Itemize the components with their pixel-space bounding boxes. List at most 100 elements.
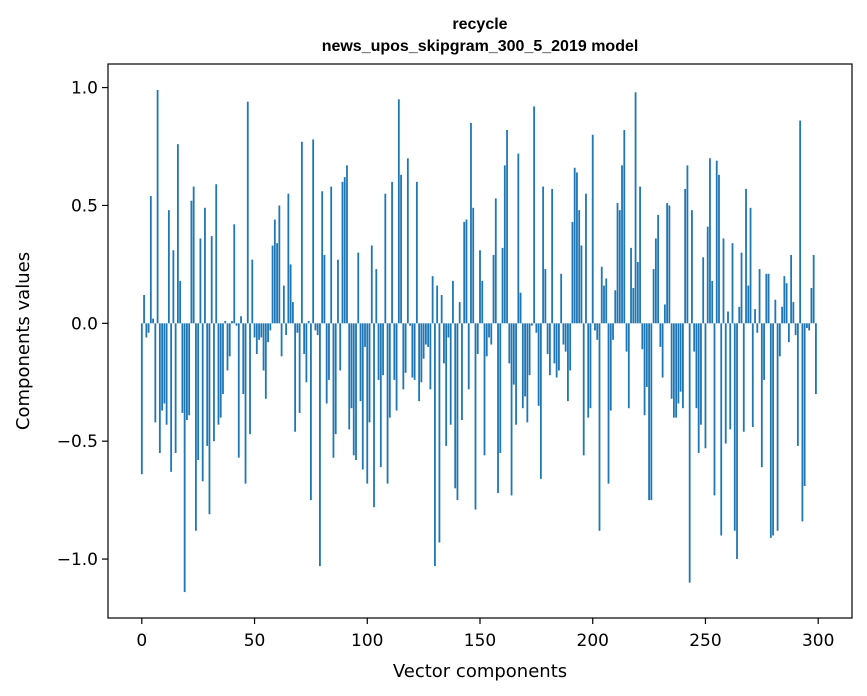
bar-197 — [585, 193, 587, 324]
bar-225 — [648, 323, 650, 501]
bar-182 — [551, 188, 554, 324]
bar-285 — [783, 276, 786, 324]
bar-103 — [373, 323, 375, 508]
bar-86 — [334, 323, 337, 435]
bar-53 — [260, 323, 263, 338]
bar-268 — [745, 188, 747, 324]
bar-115 — [400, 174, 402, 324]
bar-297 — [810, 287, 813, 324]
bar-56 — [267, 323, 269, 343]
bar-135 — [445, 323, 448, 446]
bar-245 — [693, 323, 696, 352]
bar-270 — [749, 207, 752, 324]
bar-102 — [370, 245, 373, 324]
bar-241 — [684, 188, 687, 324]
bar-212 — [618, 210, 621, 324]
bar-264 — [736, 323, 738, 560]
bar-274 — [758, 269, 761, 324]
bar-107 — [382, 323, 384, 376]
bar-35 — [219, 323, 222, 418]
bar-119 — [409, 323, 412, 326]
bar-165 — [512, 323, 515, 385]
bars-group — [140, 89, 817, 593]
bar-7 — [156, 89, 159, 324]
bar-89 — [341, 181, 344, 324]
bar-69 — [296, 323, 299, 333]
bar-18 — [181, 323, 184, 413]
bar-26 — [199, 238, 202, 324]
bar-93 — [350, 323, 353, 409]
bar-178 — [542, 186, 545, 324]
bar-250 — [704, 323, 707, 449]
bar-106 — [379, 323, 382, 468]
bar-49 — [251, 259, 254, 324]
y-tick-label: 1.0 — [71, 79, 98, 99]
x-tick-label: 100 — [351, 631, 383, 651]
bar-205 — [603, 285, 605, 324]
bar-57 — [269, 323, 272, 331]
bar-243 — [688, 323, 691, 583]
y-axis-label: Components values — [13, 252, 34, 430]
bar-52 — [258, 323, 260, 340]
bar-157 — [494, 198, 497, 324]
bar-72 — [303, 323, 306, 354]
bar-40 — [231, 320, 233, 324]
bar-98 — [361, 323, 364, 470]
bar-14 — [172, 250, 175, 324]
bar-16 — [176, 144, 179, 324]
bar-286 — [785, 283, 788, 324]
bar-32 — [213, 323, 215, 442]
bar-202 — [596, 323, 599, 340]
bar-120 — [411, 323, 414, 378]
bar-180 — [546, 323, 549, 354]
bar-214 — [623, 130, 626, 324]
bar-133 — [440, 295, 443, 324]
bar-61 — [278, 205, 281, 324]
bar-247 — [697, 323, 700, 453]
bar-142 — [461, 323, 463, 420]
y-tick-label: −1.0 — [57, 550, 98, 570]
bar-253 — [711, 280, 714, 324]
bar-47 — [246, 101, 249, 324]
bar-87 — [337, 259, 339, 324]
bar-130 — [434, 323, 436, 567]
bar-12 — [167, 210, 170, 324]
bar-175 — [535, 323, 538, 333]
bar-65 — [287, 193, 290, 324]
bar-208 — [609, 323, 612, 411]
bar-104 — [375, 269, 378, 324]
bar-84 — [330, 186, 333, 324]
bar-4 — [149, 196, 152, 324]
bar-136 — [447, 323, 450, 338]
bar-112 — [393, 323, 396, 380]
bar-185 — [558, 323, 560, 371]
bar-131 — [436, 285, 439, 324]
bar-41 — [233, 224, 236, 324]
bar-298 — [812, 254, 815, 324]
bar-152 — [483, 323, 486, 456]
bar-246 — [695, 323, 698, 409]
bar-66 — [289, 264, 292, 324]
bar-162 — [506, 130, 508, 324]
bar-236 — [672, 323, 675, 418]
bar-169 — [521, 323, 524, 409]
bar-37 — [224, 320, 227, 324]
bar-277 — [765, 273, 768, 324]
bar-71 — [300, 141, 303, 324]
bar-213 — [621, 165, 623, 324]
bar-68 — [294, 323, 297, 432]
bar-64 — [285, 323, 288, 336]
x-axis-ticks: 0 50 100 150 200 250 300 — [136, 618, 834, 651]
bar-284 — [781, 306, 784, 324]
y-tick-label: −0.5 — [57, 432, 98, 452]
bar-293 — [801, 323, 804, 522]
bar-283 — [778, 323, 781, 357]
bar-158 — [497, 323, 499, 494]
bar-265 — [738, 306, 741, 324]
bar-209 — [612, 323, 614, 340]
bar-129 — [431, 276, 434, 324]
bar-240 — [682, 323, 684, 409]
bar-261 — [729, 323, 732, 430]
bar-149 — [476, 323, 479, 354]
y-tick-label: 0.0 — [71, 314, 98, 334]
